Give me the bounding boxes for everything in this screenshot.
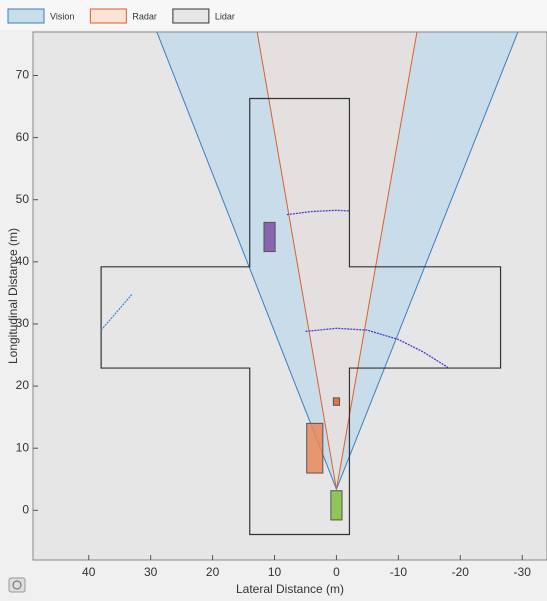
legend-bar (0, 0, 547, 30)
x-tick-label: 0 (333, 565, 340, 579)
object (264, 222, 275, 251)
object (307, 423, 323, 473)
x-tick-label: 10 (268, 565, 282, 579)
object (333, 398, 339, 405)
y-tick-label: 50 (16, 192, 30, 206)
y-axis-label: Longitudinal Distance (m) (6, 228, 20, 364)
x-tick-label: -10 (390, 565, 408, 579)
y-tick-label: 10 (16, 440, 30, 454)
y-tick-label: 70 (16, 68, 30, 82)
legend-swatch (173, 9, 209, 23)
x-tick-label: 40 (82, 565, 96, 579)
chart: Vision Radar Lidar 40 30 20 10 0 -10 -20 -30 0 10 20… (0, 0, 547, 596)
y-tick-label: 20 (16, 378, 30, 392)
object (331, 491, 342, 520)
x-tick-label: 30 (144, 565, 158, 579)
legend-swatch (8, 9, 44, 23)
legend: Vision Radar Lidar (8, 9, 235, 23)
x-tick-label: -20 (452, 565, 470, 579)
legend-label: Radar (132, 11, 157, 21)
plot-area (33, 32, 547, 560)
page: {"chart_data": {"type": "birds-eye", "xl… (0, 0, 547, 596)
x-tick-label: -30 (514, 565, 532, 579)
x-tick-label: 20 (206, 565, 220, 579)
legend-label: Vision (50, 11, 74, 21)
y-tick-label: 0 (22, 502, 29, 516)
legend-label: Lidar (215, 11, 235, 21)
legend-swatch (90, 9, 126, 23)
camera-icon[interactable] (9, 578, 25, 592)
y-tick-label: 60 (16, 130, 30, 144)
x-axis-label: Lateral Distance (m) (236, 582, 344, 596)
